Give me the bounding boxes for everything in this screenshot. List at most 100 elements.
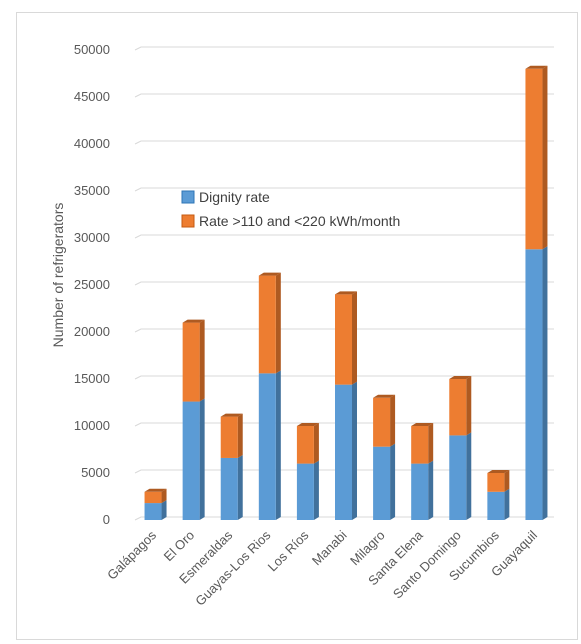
bar-side (504, 470, 510, 492)
bar-segment (487, 488, 510, 520)
bar-side (161, 488, 167, 504)
bar-top (182, 319, 205, 323)
bar-segment (144, 488, 167, 504)
bar-front (335, 294, 352, 385)
bar-front (182, 401, 200, 520)
bar-segment (525, 65, 548, 250)
gridline (134, 234, 554, 239)
bar-side (313, 423, 319, 464)
bar-side (237, 454, 243, 520)
legend-swatch-dignity-rate (181, 190, 195, 204)
bar-side (466, 432, 472, 520)
bar-segment (525, 246, 548, 520)
bar-segment (258, 370, 281, 520)
y-axis-ticks: 0 5000 10000 15000 20000 25000 30000 35000 40000… (74, 42, 110, 527)
bar-top (373, 394, 396, 398)
y-tick-label: 20000 (74, 324, 110, 339)
bar-top (296, 423, 319, 426)
bar-side (352, 381, 357, 520)
bar-segment (449, 432, 472, 520)
gridline (134, 375, 554, 380)
y-tick-label: 10000 (74, 418, 110, 433)
bar-segment (411, 460, 434, 520)
legend-label-dignity-rate: Dignity rate (199, 189, 270, 205)
bar-segment (487, 470, 510, 492)
x-tick-label: El Oro (161, 528, 198, 565)
bar-front (296, 463, 314, 520)
bar-segment (411, 423, 434, 464)
bar-segment (144, 500, 167, 520)
stacked-bar-chart: 0 5000 10000 15000 20000 25000 30000 35000 40000… (50, 42, 554, 609)
y-tick-label: 5000 (81, 465, 110, 480)
y-tick-label: 25000 (74, 277, 110, 292)
bar-side (542, 65, 548, 250)
bar-segment (373, 443, 396, 520)
bar-segment (373, 394, 396, 447)
legend: Dignity rate Rate >110 and <220 kWh/mont… (181, 189, 400, 229)
bar-top (144, 488, 167, 492)
bar-top (335, 291, 357, 295)
gridline (134, 281, 554, 286)
bar-side (161, 500, 167, 520)
bar-top (487, 470, 510, 473)
gridline (134, 46, 554, 51)
bar-side (428, 460, 434, 520)
bar-front (449, 435, 467, 520)
bar-top (258, 272, 281, 276)
bar-segment (220, 413, 243, 458)
x-tick-label: Galápagos (104, 527, 159, 582)
bar-segment (258, 272, 281, 374)
bar-front (258, 275, 276, 374)
gridline (134, 328, 554, 333)
bar-side (275, 272, 281, 374)
y-axis-title: Number of refrigerators (50, 203, 66, 348)
gridline (134, 93, 554, 98)
gridline (134, 187, 554, 192)
bar-side (199, 319, 205, 402)
bar-segment (182, 319, 205, 402)
bar-side (428, 423, 434, 464)
bar-front (525, 68, 543, 250)
bar-side (313, 460, 319, 520)
bar-front (144, 503, 162, 520)
bar-front (373, 397, 391, 447)
bar-segment (296, 460, 319, 520)
bar-segment (335, 381, 357, 520)
bar-top (411, 423, 434, 426)
bar-front (220, 416, 238, 458)
bar-side (542, 246, 548, 520)
chart-frame: 0 5000 10000 15000 20000 25000 30000 35000 40000… (16, 12, 578, 640)
bar-side (275, 370, 281, 520)
y-tick-label: 50000 (74, 42, 110, 57)
bar-front (449, 379, 467, 436)
bar-front (411, 426, 429, 464)
y-tick-label: 15000 (74, 371, 110, 386)
y-tick-label: 40000 (74, 136, 110, 151)
bar-front (296, 426, 314, 464)
y-tick-label: 30000 (74, 230, 110, 245)
gridline (134, 140, 554, 145)
legend-swatch-rate-110-220 (181, 214, 195, 228)
legend-label-rate-110-220: Rate >110 and <220 kWh/month (199, 213, 400, 229)
bar-front (258, 373, 276, 520)
bar-front (373, 446, 391, 520)
bar-side (352, 291, 357, 385)
bar-front (487, 473, 505, 492)
bar-segment (182, 398, 205, 520)
x-tick-label: Los Ríos (265, 527, 312, 574)
bars (144, 65, 548, 520)
bar-front (487, 491, 505, 520)
bar-front (335, 384, 352, 520)
bar-side (466, 376, 472, 436)
bar-segment (296, 423, 319, 464)
y-tick-label: 0 (103, 512, 110, 527)
bar-segment (335, 291, 357, 385)
bar-top (525, 65, 548, 69)
x-tick-label: Santo Domingo (390, 528, 464, 602)
bar-side (390, 394, 396, 447)
bar-front (220, 457, 238, 520)
bar-segment (220, 454, 243, 520)
bar-side (237, 413, 243, 458)
bar-front (525, 249, 543, 520)
